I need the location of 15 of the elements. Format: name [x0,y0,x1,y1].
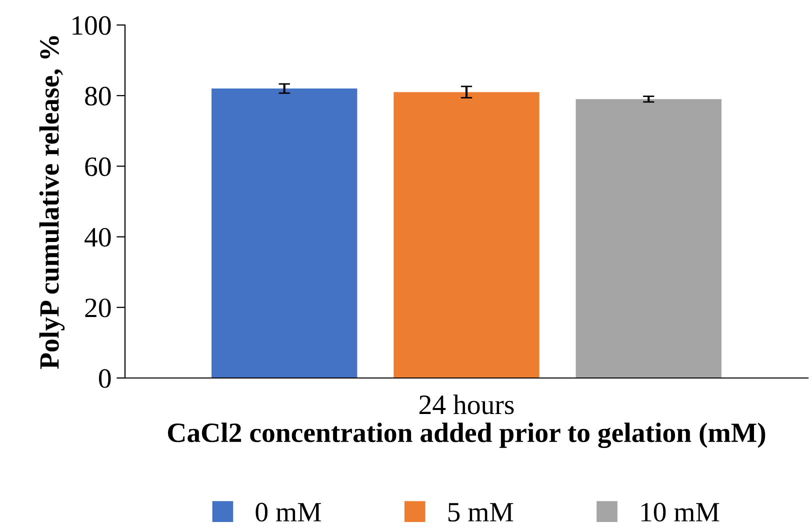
bar [576,99,722,378]
x-tick-label: 24 hours [419,394,514,414]
y-tick-label: 20 [85,298,111,318]
y-tick-label: 0 [98,369,111,388]
legend-label: 0 mM [256,502,322,522]
legend-label: 10 mM [641,502,720,522]
y-tick-label: 80 [85,86,111,106]
y-tick-label: 40 [84,228,111,247]
legend-label: 5 mM [448,503,514,522]
y-axis-title: PolyP cumulative release, % [39,36,65,369]
bar [212,88,358,378]
y-tick-label: 60 [85,157,111,176]
x-axis-title: CaCl2 concentration added prior to gelation (mM) [168,422,766,448]
bar [394,92,540,378]
y-tick-label: 100 [72,16,111,35]
